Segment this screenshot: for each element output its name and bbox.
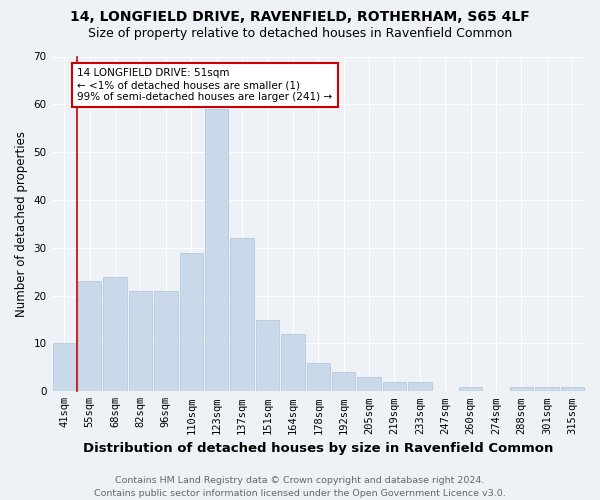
Bar	[281, 334, 305, 392]
Bar	[560, 386, 584, 392]
X-axis label: Distribution of detached houses by size in Ravenfield Common: Distribution of detached houses by size …	[83, 442, 553, 455]
Bar	[78, 282, 101, 392]
Bar	[307, 362, 330, 392]
Bar	[230, 238, 254, 392]
Bar	[103, 276, 127, 392]
Bar	[205, 109, 229, 392]
Bar	[408, 382, 431, 392]
Bar	[129, 291, 152, 392]
Y-axis label: Number of detached properties: Number of detached properties	[15, 131, 28, 317]
Bar	[510, 386, 533, 392]
Text: Contains HM Land Registry data © Crown copyright and database right 2024.
Contai: Contains HM Land Registry data © Crown c…	[94, 476, 506, 498]
Bar	[383, 382, 406, 392]
Text: 14 LONGFIELD DRIVE: 51sqm
← <1% of detached houses are smaller (1)
99% of semi-d: 14 LONGFIELD DRIVE: 51sqm ← <1% of detac…	[77, 68, 332, 102]
Bar	[332, 372, 355, 392]
Bar	[459, 386, 482, 392]
Bar	[179, 252, 203, 392]
Bar	[358, 377, 381, 392]
Bar	[53, 344, 76, 392]
Bar	[154, 291, 178, 392]
Text: Size of property relative to detached houses in Ravenfield Common: Size of property relative to detached ho…	[88, 28, 512, 40]
Bar	[256, 320, 279, 392]
Bar	[535, 386, 559, 392]
Text: 14, LONGFIELD DRIVE, RAVENFIELD, ROTHERHAM, S65 4LF: 14, LONGFIELD DRIVE, RAVENFIELD, ROTHERH…	[70, 10, 530, 24]
